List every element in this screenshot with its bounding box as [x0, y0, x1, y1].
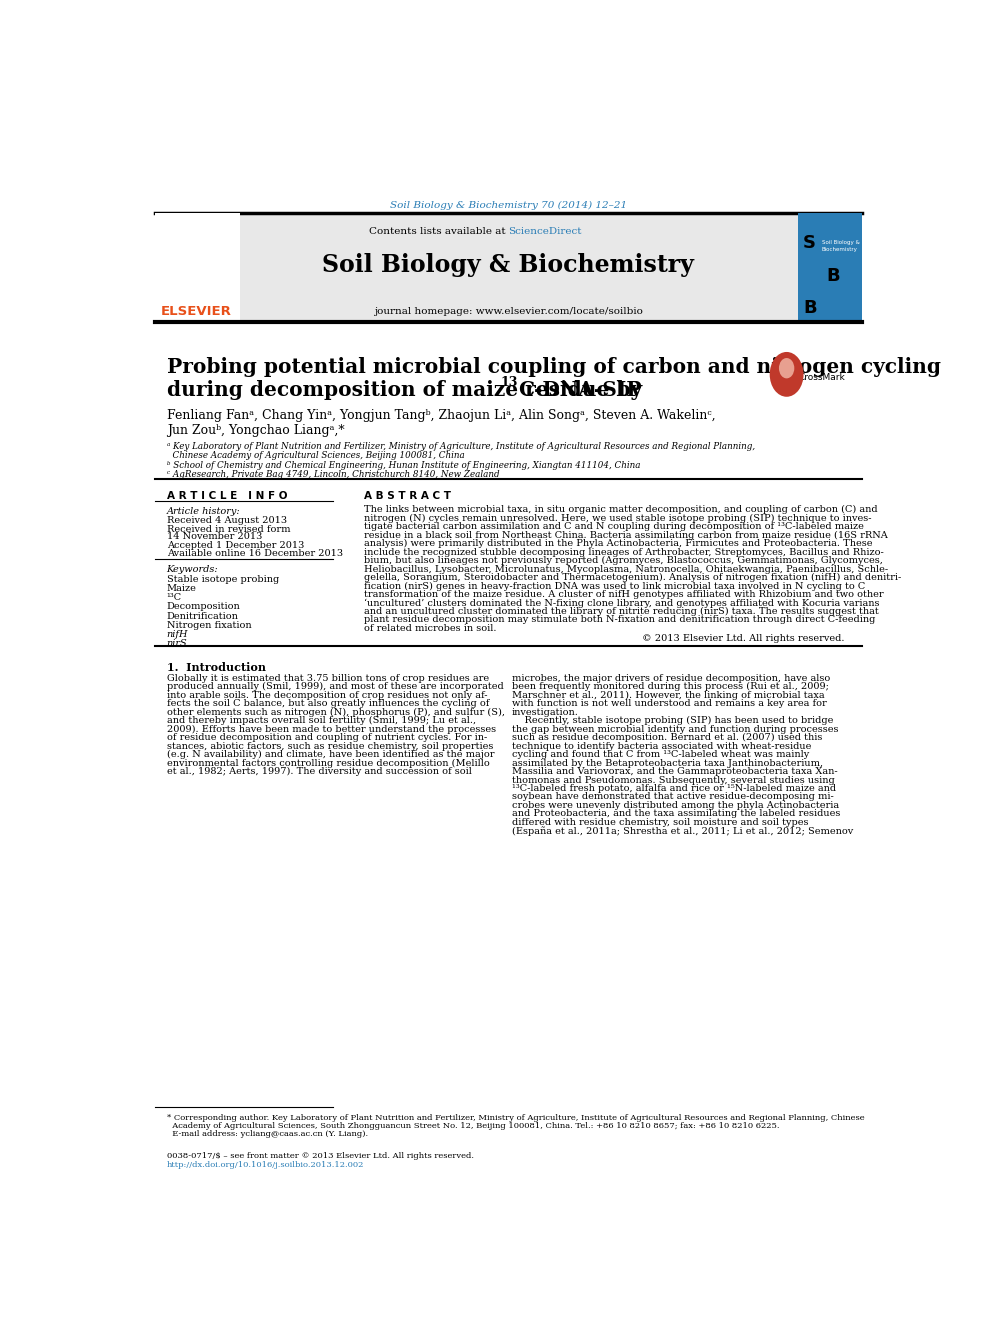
- Text: ᶜ AgResearch, Private Bag 4749, Lincoln, Christchurch 8140, New Zealand: ᶜ AgResearch, Private Bag 4749, Lincoln,…: [167, 470, 499, 479]
- Text: fication (nirS) genes in heavy-fraction DNA was used to link microbial taxa invo: fication (nirS) genes in heavy-fraction …: [364, 582, 865, 590]
- Text: E-mail address: ycliang@caas.ac.cn (Y. Liang).: E-mail address: ycliang@caas.ac.cn (Y. L…: [167, 1130, 368, 1139]
- FancyBboxPatch shape: [799, 213, 862, 320]
- Text: transformation of the maize residue. A cluster of nifH genotypes affiliated with: transformation of the maize residue. A c…: [364, 590, 884, 599]
- Text: Heliobacillus, Lysobacter, Microlunatus, Mycoplasma, Natronocella, Ohitaekwangia: Heliobacillus, Lysobacter, Microlunatus,…: [364, 565, 889, 574]
- Text: 13: 13: [501, 376, 518, 389]
- Text: produced annually (Smil, 1999), and most of these are incorporated: produced annually (Smil, 1999), and most…: [167, 683, 503, 692]
- Text: the gap between microbial identity and function during processes: the gap between microbial identity and f…: [512, 725, 838, 734]
- Text: and Proteobacteria, and the taxa assimilating the labeled residues: and Proteobacteria, and the taxa assimil…: [512, 810, 840, 819]
- Text: CrossMark: CrossMark: [799, 373, 845, 382]
- Text: The links between microbial taxa, in situ organic matter decomposition, and coup: The links between microbial taxa, in sit…: [364, 505, 878, 515]
- Text: tigate bacterial carbon assimilation and C and N coupling during decomposition o: tigate bacterial carbon assimilation and…: [364, 523, 864, 532]
- Text: ¹³C: ¹³C: [167, 593, 182, 602]
- Text: such as residue decomposition. Bernard et al. (2007) used this: such as residue decomposition. Bernard e…: [512, 733, 822, 742]
- Text: ¹³C-labeled fresh potato, alfalfa and rice or ¹⁵N-labeled maize and: ¹³C-labeled fresh potato, alfalfa and ri…: [512, 785, 835, 792]
- Text: Keywords:: Keywords:: [167, 565, 218, 574]
- Text: fects the soil C balance, but also greatly influences the cycling of: fects the soil C balance, but also great…: [167, 700, 489, 708]
- Text: © 2013 Elsevier Ltd. All rights reserved.: © 2013 Elsevier Ltd. All rights reserved…: [642, 634, 845, 643]
- Text: ELSEVIER: ELSEVIER: [161, 306, 232, 318]
- Text: nirS: nirS: [167, 639, 187, 648]
- Text: Nitrogen fixation: Nitrogen fixation: [167, 620, 251, 630]
- Text: microbes, the major drivers of residue decomposition, have also: microbes, the major drivers of residue d…: [512, 673, 829, 683]
- Text: Contents lists available at: Contents lists available at: [368, 226, 509, 235]
- Text: technique to identify bacteria associated with wheat-residue: technique to identify bacteria associate…: [512, 742, 810, 750]
- Text: analysis) were primarily distributed in the Phyla Actinobacteria, Firmicutes and: analysis) were primarily distributed in …: [364, 540, 873, 548]
- Text: include the recognized stubble decomposing lineages of Arthrobacter, Streptomyce: include the recognized stubble decomposi…: [364, 548, 884, 557]
- Text: 1.  Introduction: 1. Introduction: [167, 662, 266, 672]
- Text: Denitrification: Denitrification: [167, 611, 238, 620]
- Text: ‘uncultured’ clusters dominated the N-fixing clone library, and genotypes affili: ‘uncultured’ clusters dominated the N-fi…: [364, 598, 880, 607]
- Text: ScienceDirect: ScienceDirect: [509, 226, 582, 235]
- Text: ᵇ School of Chemistry and Chemical Engineering, Hunan Institute of Engineering, : ᵇ School of Chemistry and Chemical Engin…: [167, 460, 640, 470]
- Text: Chinese Academy of Agricultural Sciences, Beijing 100081, China: Chinese Academy of Agricultural Sciences…: [167, 451, 464, 460]
- Text: been frequently monitored during this process (Rui et al., 2009;: been frequently monitored during this pr…: [512, 683, 828, 692]
- Text: (e.g. N availability) and climate, have been identified as the major: (e.g. N availability) and climate, have …: [167, 750, 494, 759]
- Text: and an uncultured cluster dominated the library of nitrite reducing (nirS) taxa.: and an uncultured cluster dominated the …: [364, 607, 879, 617]
- FancyBboxPatch shape: [155, 213, 240, 320]
- Text: 14 November 2013: 14 November 2013: [167, 532, 262, 541]
- Text: assimilated by the Betaproteobacteria taxa Janthinobacterium,: assimilated by the Betaproteobacteria ta…: [512, 758, 822, 767]
- Text: stances, abiotic factors, such as residue chemistry, soil properties: stances, abiotic factors, such as residu…: [167, 742, 493, 750]
- Text: ᵃ Key Laboratory of Plant Nutrition and Fertilizer, Ministry of Agriculture, Ins: ᵃ Key Laboratory of Plant Nutrition and …: [167, 442, 755, 451]
- Text: soybean have demonstrated that active residue-decomposing mi-: soybean have demonstrated that active re…: [512, 792, 833, 802]
- Text: other elements such as nitrogen (N), phosphorus (P), and sulfur (S),: other elements such as nitrogen (N), pho…: [167, 708, 505, 717]
- Text: journal homepage: www.elsevier.com/locate/soilbio: journal homepage: www.elsevier.com/locat…: [374, 307, 643, 316]
- FancyBboxPatch shape: [155, 213, 862, 320]
- Text: Soil Biology & Biochemistry: Soil Biology & Biochemistry: [322, 253, 694, 277]
- Text: 2009). Efforts have been made to better understand the processes: 2009). Efforts have been made to better …: [167, 725, 496, 734]
- Text: Received in revised form: Received in revised form: [167, 524, 290, 533]
- Text: into arable soils. The decomposition of crop residues not only af-: into arable soils. The decomposition of …: [167, 691, 487, 700]
- Circle shape: [770, 352, 804, 397]
- Text: during decomposition of maize residue by: during decomposition of maize residue by: [167, 380, 649, 400]
- Text: B: B: [803, 299, 816, 318]
- Text: thomonas and Pseudomonas. Subsequently, several studies using: thomonas and Pseudomonas. Subsequently, …: [512, 775, 834, 785]
- Text: residue in a black soil from Northeast China. Bacteria assimilating carbon from : residue in a black soil from Northeast C…: [364, 531, 888, 540]
- Text: Decomposition: Decomposition: [167, 602, 240, 611]
- Text: Biochemistry: Biochemistry: [821, 246, 857, 251]
- Text: Jun Zouᵇ, Yongchao Liangᵃ,*: Jun Zouᵇ, Yongchao Liangᵃ,*: [167, 423, 344, 437]
- Text: with function is not well understood and remains a key area for: with function is not well understood and…: [512, 700, 826, 708]
- Text: (España et al., 2011a; Shrestha et al., 2011; Li et al., 2012; Semenov: (España et al., 2011a; Shrestha et al., …: [512, 827, 853, 836]
- Text: 0038-0717/$ – see front matter © 2013 Elsevier Ltd. All rights reserved.: 0038-0717/$ – see front matter © 2013 El…: [167, 1152, 473, 1160]
- Text: * Corresponding author. Key Laboratory of Plant Nutrition and Fertilizer, Minist: * Corresponding author. Key Laboratory o…: [167, 1114, 864, 1122]
- Text: environmental factors controlling residue decomposition (Melillo: environmental factors controlling residu…: [167, 758, 489, 767]
- Text: and thereby impacts overall soil fertility (Smil, 1999; Lu et al.,: and thereby impacts overall soil fertili…: [167, 716, 476, 725]
- Text: B: B: [826, 266, 840, 284]
- Text: Academy of Agricultural Sciences, South Zhongguancun Street No. 12, Beijing 1000: Academy of Agricultural Sciences, South …: [167, 1122, 779, 1130]
- Text: investigation.: investigation.: [512, 708, 578, 717]
- Text: crobes were unevenly distributed among the phyla Actinobacteria: crobes were unevenly distributed among t…: [512, 800, 838, 810]
- Text: cycling and found that C from ¹³C-labeled wheat was mainly: cycling and found that C from ¹³C-labele…: [512, 750, 808, 759]
- Text: Received 4 August 2013: Received 4 August 2013: [167, 516, 287, 525]
- Text: http://dx.doi.org/10.1016/j.soilbio.2013.12.002: http://dx.doi.org/10.1016/j.soilbio.2013…: [167, 1160, 364, 1168]
- Text: C-DNA-SIP: C-DNA-SIP: [518, 380, 641, 400]
- Text: A B S T R A C T: A B S T R A C T: [364, 491, 451, 501]
- Text: Fenliang Fanᵃ, Chang Yinᵃ, Yongjun Tangᵇ, Zhaojun Liᵃ, Alin Songᵃ, Steven A. Wak: Fenliang Fanᵃ, Chang Yinᵃ, Yongjun Tangᵇ…: [167, 409, 715, 422]
- Text: Probing potential microbial coupling of carbon and nitrogen cycling: Probing potential microbial coupling of …: [167, 357, 940, 377]
- Text: Available online 16 December 2013: Available online 16 December 2013: [167, 549, 343, 558]
- Text: Recently, stable isotope probing (SIP) has been used to bridge: Recently, stable isotope probing (SIP) h…: [512, 716, 833, 725]
- Text: Maize: Maize: [167, 583, 196, 593]
- Text: Soil Biology &: Soil Biology &: [821, 239, 859, 245]
- Text: gelella, Sorangium, Steroidobacter and Thermacetogenium). Analysis of nitrogen f: gelella, Sorangium, Steroidobacter and T…: [364, 573, 902, 582]
- Text: Soil Biology & Biochemistry 70 (2014) 12–21: Soil Biology & Biochemistry 70 (2014) 12…: [390, 201, 627, 210]
- Text: Marschner et al., 2011). However, the linking of microbial taxa: Marschner et al., 2011). However, the li…: [512, 691, 824, 700]
- Circle shape: [779, 359, 795, 378]
- Text: A R T I C L E   I N F O: A R T I C L E I N F O: [167, 491, 287, 501]
- Text: S: S: [803, 234, 815, 253]
- Text: nitrogen (N) cycles remain unresolved. Here, we used stable isotope probing (SIP: nitrogen (N) cycles remain unresolved. H…: [364, 513, 872, 523]
- Text: nifH: nifH: [167, 630, 188, 639]
- Text: plant residue decomposition may stimulate both N-fixation and denitrification th: plant residue decomposition may stimulat…: [364, 615, 876, 624]
- Text: et al., 1982; Aerts, 1997). The diversity and succession of soil: et al., 1982; Aerts, 1997). The diversit…: [167, 767, 471, 777]
- Text: Stable isotope probing: Stable isotope probing: [167, 574, 279, 583]
- Text: of related microbes in soil.: of related microbes in soil.: [364, 624, 497, 632]
- Text: differed with residue chemistry, soil moisture and soil types: differed with residue chemistry, soil mo…: [512, 818, 808, 827]
- Text: Massilia and Variovorax, and the Gammaproteobacteria taxa Xan-: Massilia and Variovorax, and the Gammapr…: [512, 767, 837, 777]
- Text: Article history:: Article history:: [167, 507, 240, 516]
- Text: bium, but also lineages not previously reported (Agromyces, Blastococcus, Gemmat: bium, but also lineages not previously r…: [364, 556, 883, 565]
- Text: Globally it is estimated that 3.75 billion tons of crop residues are: Globally it is estimated that 3.75 billi…: [167, 673, 489, 683]
- Text: Accepted 1 December 2013: Accepted 1 December 2013: [167, 541, 304, 549]
- Text: of residue decomposition and coupling of nutrient cycles. For in-: of residue decomposition and coupling of…: [167, 733, 487, 742]
